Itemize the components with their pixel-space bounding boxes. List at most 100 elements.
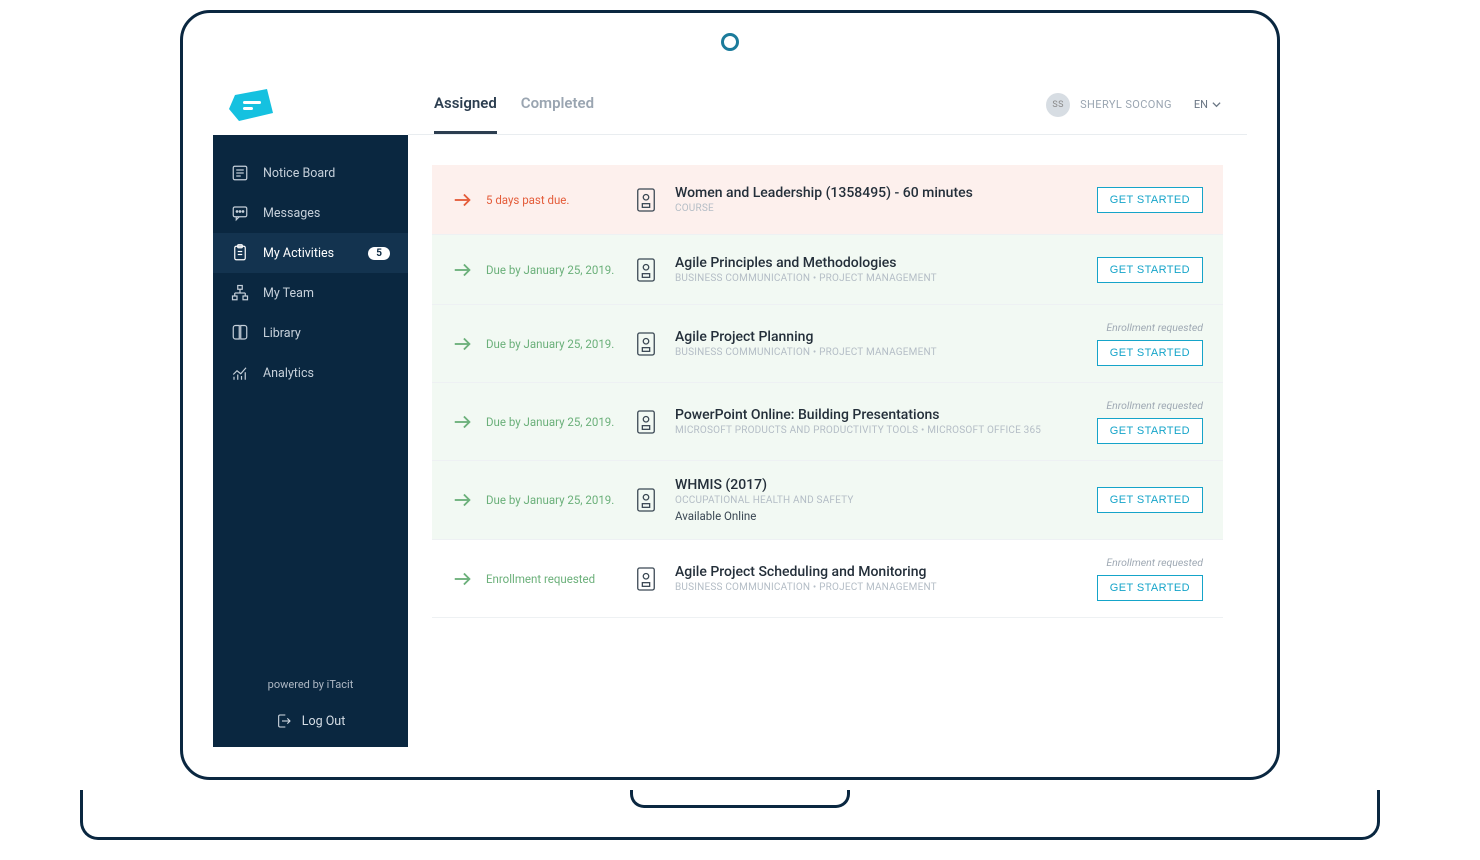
activity-status: Due by January 25, 2019. [452, 259, 617, 281]
activity-info: Agile Project Scheduling and Monitoring B… [675, 564, 1079, 593]
logo-area [213, 75, 408, 135]
activity-row: Due by January 25, 2019. Agile Principles… [432, 235, 1223, 305]
activities-badge: 5 [368, 247, 390, 260]
course-icon [635, 257, 657, 283]
status-text: Enrollment requested [486, 572, 595, 586]
sidebar-item-label: My Activities [263, 246, 354, 261]
activity-info: WHMIS (2017) OCCUPATIONAL HEALTH AND SAFE… [675, 477, 1079, 523]
activity-title: WHMIS (2017) [675, 477, 1079, 493]
activity-meta: BUSINESS COMMUNICATION • PROJECT MANAGEM… [675, 273, 1079, 284]
activity-title: Agile Project Scheduling and Monitoring [675, 564, 1079, 580]
sidebar-item-label: Messages [263, 206, 390, 221]
activity-meta: BUSINESS COMMUNICATION • PROJECT MANAGEM… [675, 582, 1079, 593]
laptop-base [80, 790, 1380, 840]
enrollment-note: Enrollment requested [1106, 556, 1203, 569]
arrow-right-icon [452, 259, 474, 281]
library-icon [231, 324, 249, 342]
arrow-right-icon [452, 411, 474, 433]
activity-status: Due by January 25, 2019. [452, 411, 617, 433]
activity-info: Agile Project PlanningBUSINESS COMMUNICA… [675, 329, 1079, 358]
arrow-right-icon [452, 189, 474, 211]
tabs: Assigned Completed [434, 75, 594, 134]
status-text: 5 days past due. [486, 193, 569, 207]
activity-status: Enrollment requested [452, 568, 617, 590]
activity-meta: OCCUPATIONAL HEALTH AND SAFETY [675, 495, 1079, 506]
course-icon [635, 331, 657, 357]
course-icon [635, 409, 657, 435]
activity-meta: MICROSOFT PRODUCTS AND PRODUCTIVITY TOOL… [675, 425, 1079, 436]
avatar: SS [1046, 93, 1070, 117]
activity-info: Agile Principles and Methodologies BUSINE… [675, 255, 1079, 284]
get-started-button[interactable]: GET STARTED [1097, 257, 1203, 283]
sidebar-item-analytics[interactable]: Analytics [213, 353, 408, 393]
user-menu[interactable]: SS SHERYL SOCONG [1046, 93, 1172, 117]
team-icon [231, 284, 249, 302]
language-selector[interactable]: EN [1194, 98, 1221, 111]
sidebar-item-label: Library [263, 326, 390, 341]
enrollment-note: Enrollment requested [1106, 399, 1203, 412]
activities-icon [231, 244, 249, 262]
tab-assigned[interactable]: Assigned [434, 75, 497, 134]
activity-title: Agile Project Planning [675, 329, 1079, 345]
sidebar-item-my-activities[interactable]: My Activities 5 [213, 233, 408, 273]
sidebar: Notice Board Messages My Activities 5 [213, 75, 408, 747]
activity-actions: Enrollment requestedGET STARTED [1097, 321, 1203, 366]
activity-actions: Enrollment requested GET STARTED [1097, 556, 1203, 601]
get-started-button[interactable]: GET STARTED [1097, 575, 1203, 601]
sidebar-item-library[interactable]: Library [213, 313, 408, 353]
sidebar-item-label: Notice Board [263, 166, 390, 181]
status-text: Due by January 25, 2019. [486, 337, 614, 351]
course-icon [635, 487, 657, 513]
sidebar-item-label: Analytics [263, 366, 390, 381]
status-text: Due by January 25, 2019. [486, 263, 614, 277]
logout-icon [276, 713, 292, 729]
activities-list: 5 days past due. Women and Leadership (13… [408, 135, 1247, 747]
status-text: Due by January 25, 2019. [486, 493, 614, 507]
sidebar-item-notice-board[interactable]: Notice Board [213, 153, 408, 193]
get-started-button[interactable]: GET STARTED [1097, 187, 1203, 213]
sidebar-item-label: My Team [263, 286, 390, 301]
activity-actions: GET STARTED [1097, 487, 1203, 513]
get-started-button[interactable]: GET STARTED [1097, 487, 1203, 513]
sidebar-footer: powered by iTacit Log Out [213, 660, 408, 747]
user-name: SHERYL SOCONG [1080, 98, 1172, 111]
activity-row: Due by January 25, 2019. Agile Project Pl… [432, 305, 1223, 383]
activity-info: Women and Leadership (1358495) - 60 minu… [675, 185, 1079, 214]
activity-row: Due by January 25, 2019. PowerPoint Onlin… [432, 383, 1223, 461]
activity-subtext: Available Online [675, 509, 1079, 523]
arrow-right-icon [452, 568, 474, 590]
app-logo-icon [229, 87, 273, 123]
sidebar-item-messages[interactable]: Messages [213, 193, 408, 233]
language-label: EN [1194, 98, 1208, 111]
activity-actions: GET STARTED [1097, 257, 1203, 283]
activity-status: Due by January 25, 2019. [452, 489, 617, 511]
activity-actions: GET STARTED [1097, 187, 1203, 213]
camera-icon [721, 33, 739, 51]
app-screen: Notice Board Messages My Activities 5 [213, 75, 1247, 747]
tab-completed[interactable]: Completed [521, 75, 594, 134]
main-area: Assigned Completed SS SHERYL SOCONG EN 5… [408, 75, 1247, 747]
course-icon [635, 566, 657, 592]
get-started-button[interactable]: GET STARTED [1097, 340, 1203, 366]
powered-by-text: powered by iTacit [213, 678, 408, 691]
sidebar-item-my-team[interactable]: My Team [213, 273, 408, 313]
chevron-down-icon [1212, 100, 1221, 109]
arrow-right-icon [452, 333, 474, 355]
activity-title: Agile Principles and Methodologies [675, 255, 1079, 271]
arrow-right-icon [452, 489, 474, 511]
notice-board-icon [231, 164, 249, 182]
activity-row: Enrollment requested Agile Project Schedu… [432, 540, 1223, 618]
laptop-frame: Notice Board Messages My Activities 5 [180, 10, 1280, 780]
course-icon [635, 187, 657, 213]
activity-status: 5 days past due. [452, 189, 617, 211]
activity-row: Due by January 25, 2019. WHMIS (2017) OCCU… [432, 461, 1223, 540]
activity-status: Due by January 25, 2019. [452, 333, 617, 355]
activity-meta: COURSE [675, 203, 1079, 214]
activity-title: Women and Leadership (1358495) - 60 minu… [675, 185, 1079, 201]
logout-button[interactable]: Log Out [213, 713, 408, 729]
get-started-button[interactable]: GET STARTED [1097, 418, 1203, 444]
logout-label: Log Out [302, 714, 346, 729]
activity-actions: Enrollment requested GET STARTED [1097, 399, 1203, 444]
activity-row: 5 days past due. Women and Leadership (13… [432, 165, 1223, 235]
activity-title: PowerPoint Online: Building Presentation… [675, 407, 1079, 423]
